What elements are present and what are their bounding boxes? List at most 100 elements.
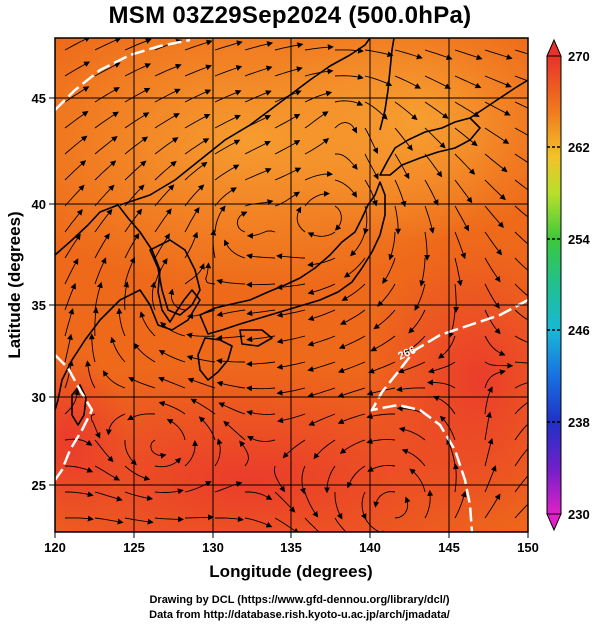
streamline [124, 517, 154, 525]
colorbar: 270 262 254 246 238 230 [546, 38, 590, 532]
streamline [64, 515, 94, 522]
streamline [424, 75, 451, 89]
streamline [214, 438, 223, 467]
streamline [94, 87, 120, 103]
streamline [246, 360, 276, 367]
streamline [158, 349, 186, 363]
streamline [377, 283, 396, 307]
streamline [341, 283, 366, 301]
streamline [64, 389, 81, 415]
streamline [246, 309, 276, 317]
streamline [484, 257, 501, 283]
streamline [334, 100, 364, 106]
streamline [94, 111, 119, 129]
streamline [214, 139, 241, 155]
streamline [304, 68, 334, 77]
streamline [64, 184, 85, 207]
streamline [334, 205, 342, 231]
streamline [514, 257, 528, 272]
isotherm-contours [55, 38, 528, 532]
streamline [350, 231, 366, 257]
streamline [116, 307, 126, 337]
streamline [304, 44, 334, 51]
streamline [334, 73, 364, 80]
streamline [484, 309, 501, 335]
streamline [454, 257, 463, 287]
streamline [334, 517, 347, 532]
streamline [432, 395, 456, 415]
streamline [246, 230, 276, 239]
x-tick-label: 135 [280, 540, 302, 555]
streamline [366, 438, 396, 445]
colorbar-tick-label: 270 [568, 49, 590, 64]
streamline [154, 184, 175, 207]
streamline [388, 231, 396, 261]
streamline [367, 464, 396, 472]
streamline [394, 496, 411, 519]
streamline [337, 361, 366, 374]
streamline [94, 38, 122, 51]
streamline [160, 321, 186, 337]
y-tick-label: 30 [32, 390, 46, 405]
streamline [409, 468, 426, 493]
streamline [484, 411, 492, 441]
streamline [64, 135, 88, 155]
streamline [158, 400, 186, 415]
streamline [514, 469, 528, 493]
streamline [366, 387, 396, 396]
streamline [304, 90, 333, 103]
colorbar-gradient [546, 55, 562, 515]
streamline [186, 354, 216, 363]
streamline [105, 413, 126, 436]
streamline [514, 443, 528, 467]
x-tick-label: 130 [202, 540, 224, 555]
streamline [94, 233, 110, 259]
streamline [239, 440, 249, 467]
streamline [398, 426, 426, 441]
streamline [90, 413, 101, 439]
streamline [154, 113, 180, 129]
colorbar-min-arrow [546, 513, 562, 532]
x-tick-label: 120 [44, 540, 66, 555]
streamline [307, 283, 336, 295]
streamline [514, 283, 528, 297]
streamline [274, 66, 303, 77]
streamline [394, 75, 422, 89]
streamline [424, 49, 453, 60]
streamline [244, 65, 273, 77]
streamline [453, 283, 460, 313]
y-tick-label: 35 [32, 298, 46, 313]
streamline [190, 398, 216, 415]
streamline [244, 41, 274, 51]
streamline [64, 465, 94, 473]
streamline [64, 209, 83, 233]
streamline [419, 257, 426, 287]
streamline [154, 516, 184, 523]
streamline [484, 493, 501, 519]
streamline [154, 63, 182, 77]
streamline [224, 239, 246, 259]
streamline [94, 62, 121, 77]
streamline [304, 137, 330, 155]
streamline [214, 65, 243, 77]
streamline [394, 49, 423, 60]
streamline [339, 309, 366, 325]
streamline [94, 439, 114, 463]
streamline [343, 257, 366, 278]
streamline [158, 376, 186, 389]
colorbar-tick-label: 246 [568, 323, 590, 338]
streamline [154, 233, 170, 259]
streamline [64, 61, 91, 77]
streamline [452, 463, 459, 493]
streamline [127, 413, 156, 421]
streamline [360, 491, 367, 520]
streamline [124, 440, 137, 466]
streamline [308, 413, 336, 426]
streamline [244, 90, 272, 103]
streamline [184, 138, 210, 155]
streamline [299, 465, 306, 495]
streamline [273, 465, 286, 493]
streamline [184, 39, 213, 51]
streamline [214, 481, 243, 493]
streamline [94, 517, 124, 525]
